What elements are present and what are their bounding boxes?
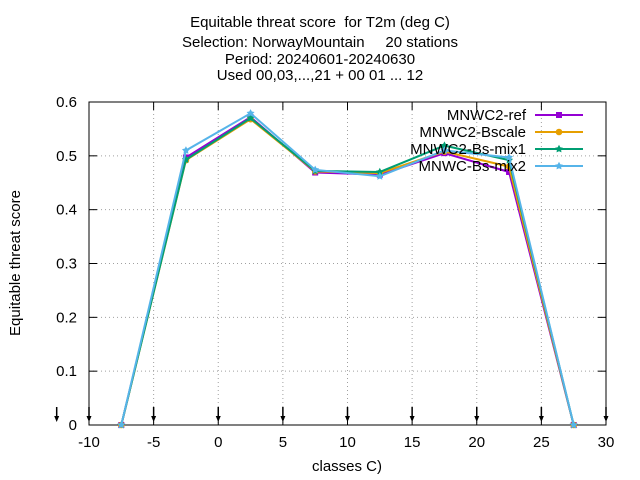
arrow-head [215,416,221,422]
arrow-head [409,416,415,422]
zero-line-arrow-marker [280,407,286,422]
legend-entry: MNWC-Bs-mix2 [419,158,583,175]
zero-line-arrow-marker [345,407,350,422]
zero-line-arrow-marker [538,407,544,422]
x-axis-label: classes C) [312,458,382,475]
zero-line-arrow-marker [409,407,415,422]
data-point [117,420,126,429]
legend-entry: MNWC2-Bs-mix1 [410,141,583,158]
zero-line-arrow-marker [151,407,157,422]
arrow-head [538,416,544,422]
arrow-head [280,416,286,422]
arrow-head [474,416,480,422]
x-tick-label: 20 [468,434,485,451]
zero-line-arrow-marker [215,407,221,422]
series-line [120,112,575,426]
data-point [440,146,449,154]
x-tick-label: 0 [214,434,222,451]
arrow-head [151,416,157,422]
data-point [246,113,255,122]
x-tick-label: -10 [78,434,100,451]
legend-label: MNWC-Bs-mix2 [419,158,526,175]
y-tick-label: 0.3 [56,256,77,273]
y-tick-label: 0.1 [56,363,77,380]
y-tick-label: 0.5 [56,148,77,165]
arrow-head [54,416,60,422]
series-group [117,109,578,429]
legend-entry: MNWC2-ref [447,107,583,124]
legend-label: MNWC2-Bs-mix1 [410,141,526,158]
data-point [440,141,449,149]
legend-label: MNWC2-Bscale [419,124,526,141]
chart-title-line-1: Equitable threat score for T2m (deg C) [190,14,450,31]
data-point [506,168,513,175]
y-tick-labels: 0 0.1 0.2 0.3 0.4 0.5 0.6 [56,94,77,434]
grid [89,102,606,425]
legend-label: MNWC2-ref [447,107,527,124]
data-point [555,144,563,153]
y-axis-label: Equitable threat score [7,190,24,336]
y-tick-label: 0 [69,417,77,434]
zero-line-arrow-marker [474,407,480,422]
y-tick-label: 0.6 [56,94,77,111]
legend: MNWC2-refMNWC2-BscaleMNWC2-Bs-mix1MNWC-B… [410,107,583,175]
arrow-head [345,416,350,422]
series-4 [117,109,578,429]
plot-frame [88,101,607,426]
data-point [569,420,578,429]
x-tick-label: -5 [147,434,160,451]
data-point [555,128,563,136]
series-line [120,116,575,426]
data-point [181,146,190,154]
data-point [375,172,384,180]
x-tick-label: 25 [533,434,550,451]
x-tick-label: 10 [339,434,356,451]
chart-title-line-2: Selection: NorwayMountain 20 stations [182,34,458,51]
data-point [246,109,255,117]
x-tick-labels: -10 -5 0 5 10 15 20 25 30 [78,434,614,451]
y-tick-label: 0.2 [56,309,77,326]
data-point [505,153,514,161]
data-point [555,161,563,170]
data-point [556,112,562,118]
data-point [311,165,320,174]
data-point [375,167,384,176]
chart-title-line-4: Used 00,03,...,21 + 00 01 ... 12 [216,67,424,84]
x-tick-label: 5 [279,434,287,451]
zero-line-arrow-marker [54,407,60,422]
y-tick-label: 0.4 [56,202,77,219]
x-tick-label: 15 [404,434,421,451]
chart-title-line-3: Period: 20240601-20240630 [224,51,416,68]
legend-entry: MNWC2-Bscale [419,124,583,141]
x-tick-label: 30 [598,434,615,451]
